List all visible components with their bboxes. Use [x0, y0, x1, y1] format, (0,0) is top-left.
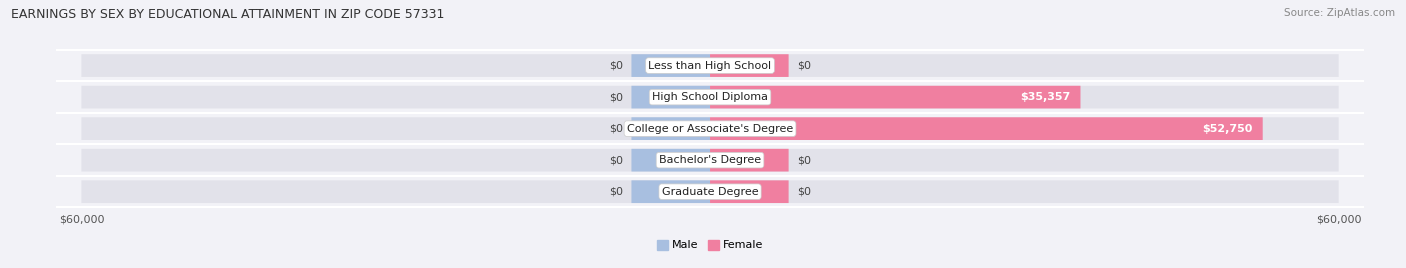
Text: High School Diploma: High School Diploma	[652, 92, 768, 102]
Legend: Male, Female: Male, Female	[652, 235, 768, 255]
Text: $0: $0	[609, 61, 623, 70]
FancyBboxPatch shape	[710, 117, 1263, 140]
Text: Bachelor's Degree: Bachelor's Degree	[659, 155, 761, 165]
FancyBboxPatch shape	[82, 149, 1339, 172]
FancyBboxPatch shape	[82, 86, 1339, 109]
Text: $0: $0	[609, 155, 623, 165]
Text: Graduate Degree: Graduate Degree	[662, 187, 758, 197]
Text: $0: $0	[797, 155, 811, 165]
Text: Less than High School: Less than High School	[648, 61, 772, 70]
Text: $0: $0	[609, 187, 623, 197]
Text: $0: $0	[609, 92, 623, 102]
FancyBboxPatch shape	[631, 180, 710, 203]
Text: College or Associate's Degree: College or Associate's Degree	[627, 124, 793, 134]
FancyBboxPatch shape	[710, 149, 789, 172]
Text: EARNINGS BY SEX BY EDUCATIONAL ATTAINMENT IN ZIP CODE 57331: EARNINGS BY SEX BY EDUCATIONAL ATTAINMEN…	[11, 8, 444, 21]
FancyBboxPatch shape	[631, 54, 710, 77]
Text: $0: $0	[797, 61, 811, 70]
FancyBboxPatch shape	[631, 117, 710, 140]
FancyBboxPatch shape	[631, 149, 710, 172]
Text: $0: $0	[609, 124, 623, 134]
FancyBboxPatch shape	[710, 54, 789, 77]
Text: $35,357: $35,357	[1019, 92, 1070, 102]
FancyBboxPatch shape	[631, 86, 710, 109]
FancyBboxPatch shape	[710, 180, 789, 203]
FancyBboxPatch shape	[82, 180, 1339, 203]
FancyBboxPatch shape	[710, 86, 1080, 109]
FancyBboxPatch shape	[82, 54, 1339, 77]
Text: $52,750: $52,750	[1202, 124, 1253, 134]
Text: $0: $0	[797, 187, 811, 197]
FancyBboxPatch shape	[82, 117, 1339, 140]
Text: Source: ZipAtlas.com: Source: ZipAtlas.com	[1284, 8, 1395, 18]
